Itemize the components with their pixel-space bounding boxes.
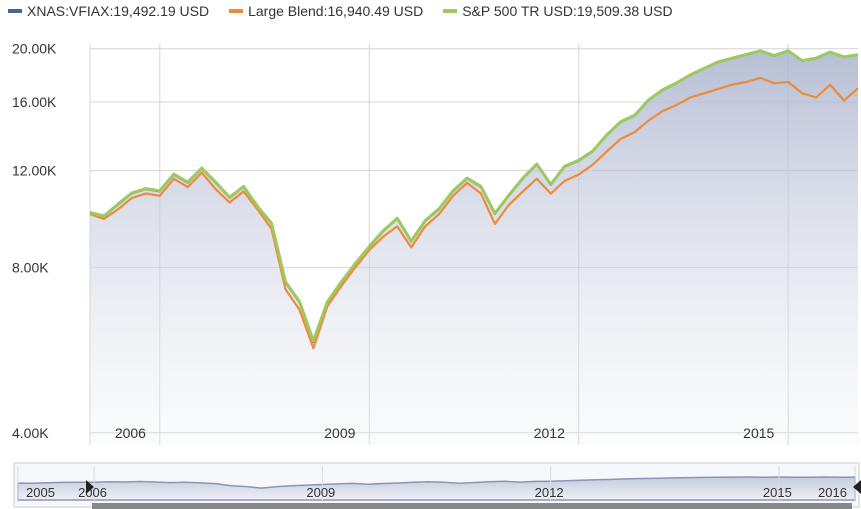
navigator-gridlines xyxy=(17,466,856,502)
series-line-large-blend xyxy=(89,76,859,350)
navigator-label: 2009 xyxy=(306,485,335,500)
navigator-right-handle[interactable] xyxy=(853,480,861,494)
y-tick-label: 12.00K xyxy=(12,163,57,179)
y-tick-label: 8.00K xyxy=(12,259,49,275)
range-navigator[interactable]: 2005 2006 2009 2012 2015 2016 xyxy=(13,462,861,509)
series-line-sp500 xyxy=(89,49,859,343)
legend-label-large-blend: Large Blend:16,940.49 USD xyxy=(248,3,424,19)
x-tick-label: 2006 xyxy=(115,425,146,441)
navigator-label: 2016 xyxy=(818,485,847,500)
x-tick-label: 2015 xyxy=(743,425,774,441)
legend-swatch-vfiax xyxy=(8,9,22,13)
navigator-label: 2012 xyxy=(535,485,564,500)
y-tick-label: 4.00K xyxy=(12,425,49,441)
x-axis-labels: 2006 2009 2012 2015 xyxy=(115,425,775,441)
legend-item-large-blend[interactable]: Large Blend:16,940.49 USD xyxy=(229,3,423,19)
y-axis-labels: 20.00K 16.00K 12.00K 8.00K 4.00K xyxy=(12,41,57,441)
chart-legend: XNAS:VFIAX:19,492.19 USD Large Blend:16,… xyxy=(8,2,693,20)
y-tick-label: 20.00K xyxy=(12,41,57,57)
navigator-scrollbar[interactable] xyxy=(92,503,852,509)
series-lines xyxy=(89,49,859,350)
legend-label-vfiax: XNAS:VFIAX:19,492.19 USD xyxy=(27,3,210,19)
legend-swatch-sp500 xyxy=(443,9,458,13)
legend-item-sp500[interactable]: S&P 500 TR USD:19,509.38 USD xyxy=(443,3,673,19)
legend-item-vfiax[interactable]: XNAS:VFIAX:19,492.19 USD xyxy=(8,3,209,19)
navigator-labels: 2005 2006 2009 2012 2015 2016 xyxy=(26,485,847,500)
x-tick-label: 2012 xyxy=(534,425,565,441)
legend-label-sp500: S&P 500 TR USD:19,509.38 USD xyxy=(462,3,673,19)
navigator-label: 2015 xyxy=(763,485,792,500)
navigator-label: 2006 xyxy=(78,485,107,500)
navigator-area xyxy=(17,476,856,501)
legend-swatch-large-blend xyxy=(229,9,244,13)
vfiax-area xyxy=(90,51,858,445)
y-tick-label: 16.00K xyxy=(12,94,57,110)
x-tick-label: 2009 xyxy=(324,425,355,441)
navigator-left-handle[interactable] xyxy=(86,480,94,494)
navigator-label: 2005 xyxy=(26,485,55,500)
